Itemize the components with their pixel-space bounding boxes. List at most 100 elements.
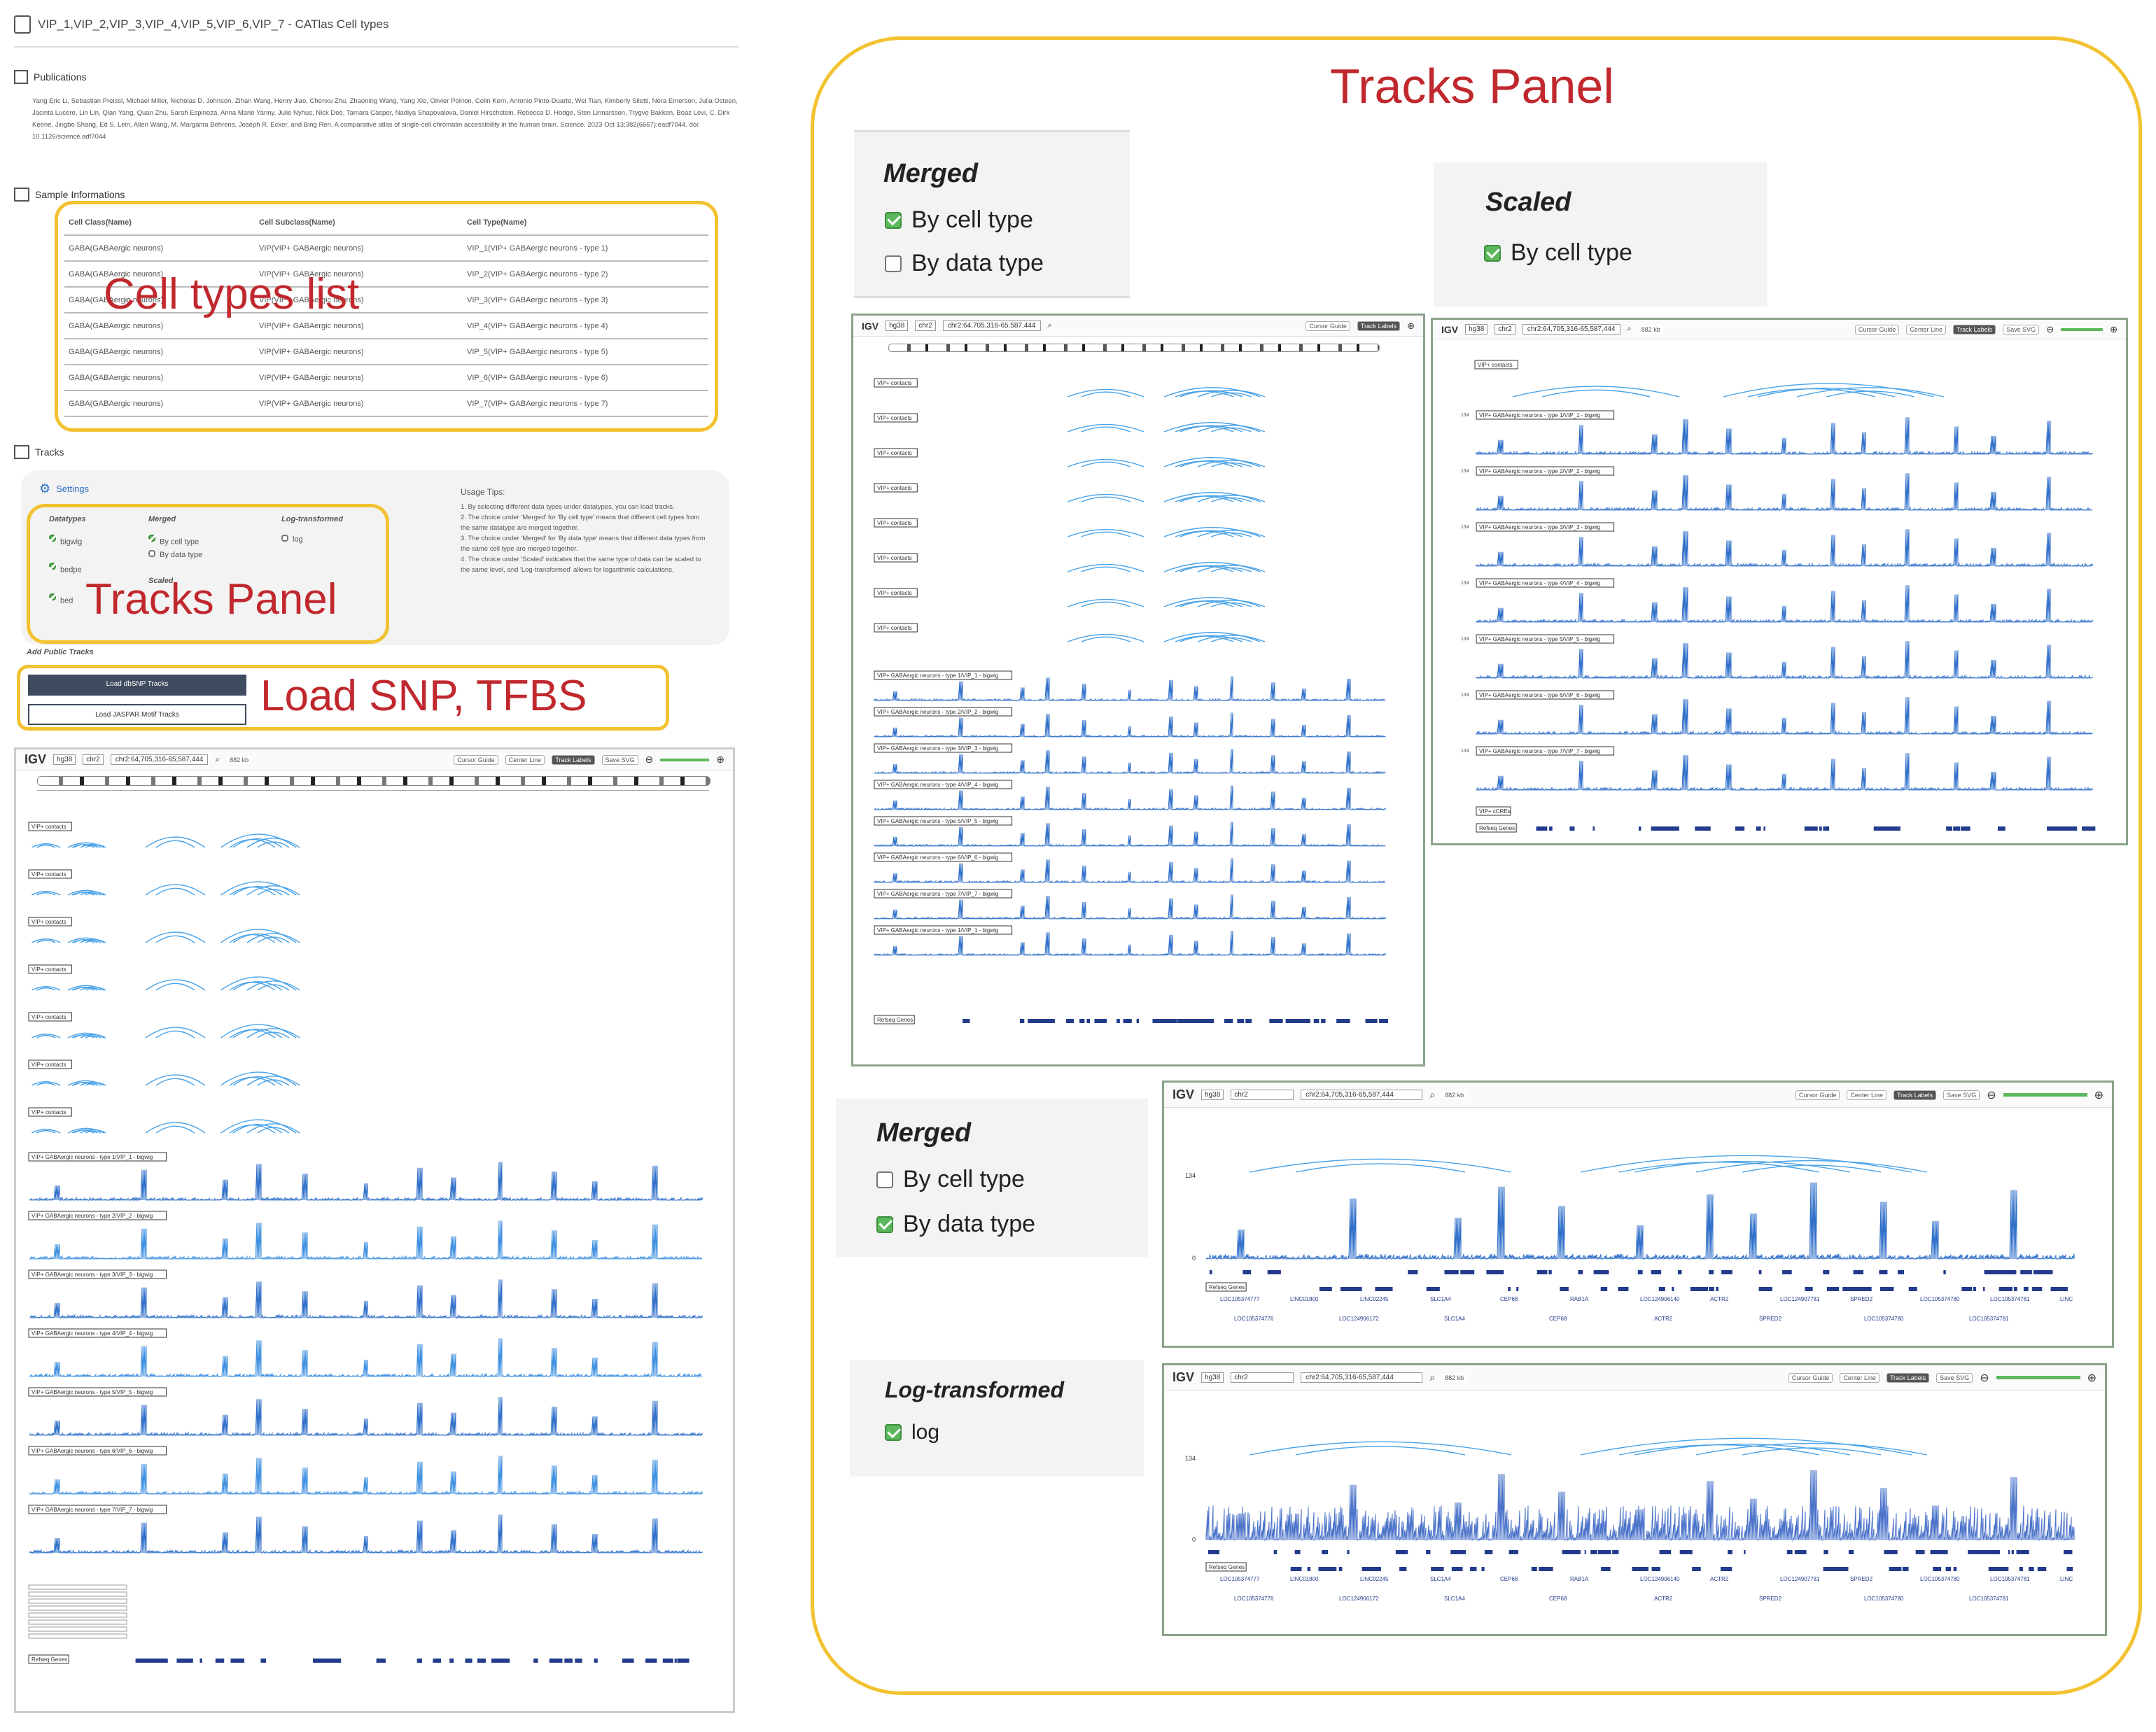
locus-input[interactable]: chr2:64,705,316-65,587,444 <box>110 754 209 765</box>
gene-feature <box>1879 1287 1894 1291</box>
igv-browser-log[interactable]: IGV hg38 chr2 chr2:64,705,316-65,587,444… <box>1162 1363 2107 1636</box>
zoom-slider[interactable] <box>660 758 710 761</box>
track-label-box <box>1476 578 1615 588</box>
checkbox[interactable] <box>885 255 902 272</box>
table-row[interactable]: GABA(GABAergic neurons) VIP(VIP+ GABAergi… <box>64 235 708 262</box>
center-line-button[interactable]: Center Line <box>1906 324 1946 335</box>
cursor-guide-button[interactable]: Cursor Guide <box>1306 321 1350 331</box>
track-labels-button[interactable]: Track Labels <box>1893 1090 1937 1100</box>
cursor-guide-button[interactable]: Cursor Guide <box>1788 1372 1833 1383</box>
track-labels-button[interactable]: Track Labels <box>1886 1372 1930 1383</box>
save-svg-button[interactable]: Save SVG <box>1943 1090 1980 1100</box>
search-icon[interactable]: ⌕ <box>1429 1372 1436 1383</box>
search-icon[interactable]: ⌕ <box>215 754 220 764</box>
merged-by-data-small[interactable]: By data type <box>148 550 202 559</box>
zoom-out-icon[interactable]: ⊖ <box>645 754 654 765</box>
center-line-button[interactable]: Center Line <box>505 754 545 765</box>
chromosome-select[interactable]: chr2 <box>1231 1372 1294 1383</box>
usage-tip: 1. By selecting different data types und… <box>461 503 675 511</box>
save-svg-button[interactable]: Save SVG <box>601 754 638 765</box>
track-labels-button[interactable]: Track Labels <box>552 754 595 765</box>
locus-input[interactable]: chr2:64,705,316-65,587,444 <box>1522 324 1620 335</box>
search-icon[interactable]: ⌕ <box>1627 325 1632 333</box>
track-labels-button[interactable]: Track Labels <box>1952 324 1996 335</box>
track-label-box <box>874 780 1013 789</box>
locus-input[interactable]: chr2:64,705,316-65,587,444 <box>1301 1090 1423 1100</box>
datatype-bed[interactable]: bed <box>49 593 73 605</box>
scaled-by-cell-type[interactable]: By cell type <box>1484 239 1632 267</box>
log-settings: Log-transformed log <box>850 1360 1144 1477</box>
zoom-out-icon[interactable]: ⊖ <box>1987 1089 1996 1101</box>
merged2-by-data-type[interactable]: By data type <box>876 1211 1035 1238</box>
contact-arc <box>220 833 297 848</box>
zoom-slider[interactable] <box>2061 328 2104 331</box>
merged2-by-cell-type[interactable]: By cell type <box>876 1166 1025 1193</box>
cursor-guide-button[interactable]: Cursor Guide <box>1854 324 1900 335</box>
chromosome-select[interactable]: chr2 <box>1494 324 1516 335</box>
center-line-button[interactable]: Center Line <box>1847 1090 1886 1100</box>
ccre-feature <box>2008 1550 2010 1554</box>
load-dbsnp-button[interactable]: Load dbSNP Tracks <box>28 675 246 696</box>
zoom-out-icon[interactable]: ⊖ <box>1980 1372 1989 1384</box>
table-row[interactable]: GABA(GABAergic neurons) VIP(VIP+ GABAergi… <box>64 365 708 391</box>
igv-browser-scaled[interactable]: IGV hg38 chr2 chr2:64,705,316-65,587,444… <box>1431 318 2128 845</box>
log-option-small[interactable]: log <box>281 535 303 544</box>
contact-arc <box>31 843 61 848</box>
track-label: VIP+ contacts <box>31 824 66 830</box>
igv-browser-main[interactable]: IGV hg38 chr2 chr2:64,705,316-65,587,444… <box>14 747 735 1713</box>
chromosome-select[interactable]: chr2 <box>1231 1090 1294 1100</box>
contact-arc <box>1068 423 1144 432</box>
zoom-slider[interactable] <box>1996 1376 2080 1379</box>
gene-feature <box>1285 1019 1298 1023</box>
table-row[interactable]: GABA(GABAergic neurons) VIP(VIP+ GABAergi… <box>64 390 708 417</box>
table-row[interactable]: GABA(GABAergic neurons) VIP(VIP+ GABAergi… <box>64 339 708 365</box>
cursor-guide-button[interactable]: Cursor Guide <box>1795 1090 1840 1100</box>
locus-input[interactable]: chr2:64,705,316-65,587,444 <box>942 321 1041 331</box>
zoom-in-icon[interactable]: ⊕ <box>2094 1089 2104 1101</box>
contact-arc <box>145 931 206 943</box>
log-option[interactable]: log <box>885 1421 939 1444</box>
checkbox[interactable] <box>876 1171 893 1188</box>
merged1-by-data-type[interactable]: By data type <box>885 250 1044 277</box>
zoom-in-icon[interactable]: ⊕ <box>2110 323 2118 335</box>
search-icon[interactable]: ⌕ <box>1429 1089 1436 1100</box>
table-row[interactable]: GABA(GABAergic neurons) VIP(VIP+ GABAergi… <box>64 261 708 288</box>
center-line-button[interactable]: Center Line <box>1840 1372 1879 1383</box>
chromosome-select[interactable]: chr2 <box>83 754 104 765</box>
save-svg-button[interactable]: Save SVG <box>2003 324 2040 335</box>
y-min-label: 0 <box>1192 1255 1196 1262</box>
checkbox[interactable] <box>876 1216 893 1233</box>
zoom-out-icon[interactable]: ⊖ <box>2046 323 2054 335</box>
table-row[interactable]: GABA(GABAergic neurons) VIP(VIP+ GABAergi… <box>64 313 708 339</box>
datatype-bedpe[interactable]: bedpe <box>49 563 82 575</box>
datatype-bigwig[interactable]: bigwig <box>49 535 82 547</box>
checkbox[interactable] <box>1484 244 1501 262</box>
igv-browser-merged-cell[interactable]: IGV hg38 chr2 chr2:64,705,316-65,587,444… <box>851 314 1425 1066</box>
cursor-guide-button[interactable]: Cursor Guide <box>454 754 498 765</box>
contact-arc <box>1541 389 1651 397</box>
copy-icon[interactable] <box>14 15 31 34</box>
gene-feature <box>1375 1287 1379 1291</box>
checkbox[interactable] <box>885 1424 902 1441</box>
zoom-slider[interactable] <box>2003 1093 2087 1097</box>
track-label-box <box>28 1505 167 1514</box>
track-labels-button[interactable]: Track Labels <box>1357 321 1401 331</box>
load-jaspar-button[interactable]: Load JASPAR Motif Tracks <box>28 704 246 725</box>
zoom-in-icon[interactable]: ⊕ <box>716 754 724 765</box>
zoom-in-icon[interactable]: ⊕ <box>2087 1372 2096 1384</box>
save-svg-button[interactable]: Save SVG <box>1936 1372 1973 1383</box>
merged1-by-cell-type[interactable]: By cell type <box>885 206 1033 234</box>
igv-browser-merged-data[interactable]: IGV hg38 chr2 chr2:64,705,316-65,587,444… <box>1162 1080 2114 1348</box>
gene-feature <box>1763 826 1765 831</box>
locus-input[interactable]: chr2:64,705,316-65,587,444 <box>1301 1372 1423 1383</box>
search-icon[interactable]: ⌕ <box>1047 321 1052 330</box>
gene-feature <box>2066 1567 2073 1571</box>
ccre-feature <box>1879 1270 1888 1274</box>
contact-arc <box>67 842 104 848</box>
gene-name: RAB1A <box>1570 1296 1589 1302</box>
checkbox[interactable] <box>885 211 902 229</box>
zoom-in-icon[interactable]: ⊕ <box>1407 320 1415 331</box>
chromosome-select[interactable]: chr2 <box>915 321 936 331</box>
merged-by-cell-small[interactable]: By cell type <box>148 535 199 547</box>
table-row[interactable]: GABA(GABAergic neurons) VIP(VIP+ GABAergi… <box>64 287 708 314</box>
